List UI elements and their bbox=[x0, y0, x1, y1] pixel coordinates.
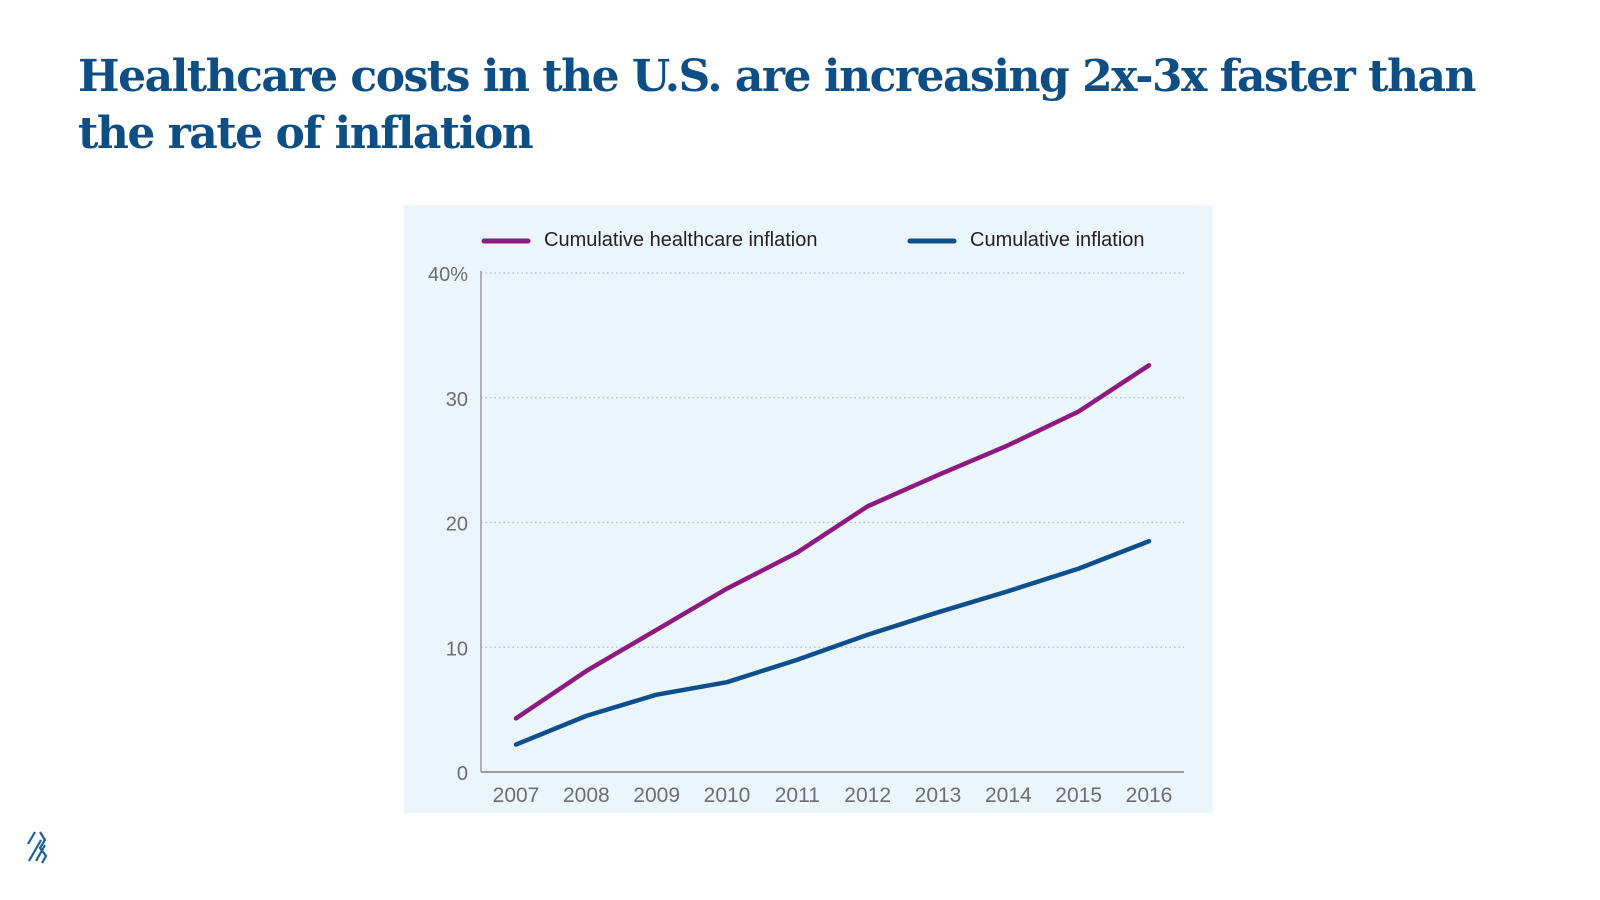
x-tick-label: 2013 bbox=[915, 784, 962, 807]
series-line-healthcare bbox=[513, 363, 1152, 721]
x-tick-label: 2015 bbox=[1055, 784, 1102, 807]
y-tick-label: 30 bbox=[446, 389, 468, 411]
x-tick-label: 2007 bbox=[493, 784, 540, 807]
line-chart: 0 10 20 30 40% 2007 2008 2009 2010 2011 2012 2013 20… bbox=[428, 229, 1184, 807]
legend-label: Cumulative inflation bbox=[970, 229, 1145, 251]
y-tick-label: 40% bbox=[428, 264, 468, 286]
x-tick-label: 2010 bbox=[704, 784, 751, 807]
y-tick-label: 20 bbox=[446, 514, 468, 536]
slide-title: Healthcare costs in the U.S. are increas… bbox=[78, 51, 1476, 159]
y-tick-label: 10 bbox=[446, 638, 468, 660]
x-tick-label: 2016 bbox=[1126, 784, 1173, 807]
y-tick-label: 0 bbox=[457, 763, 468, 785]
x-tick-label: 2009 bbox=[633, 784, 680, 807]
x-tick-label: 2014 bbox=[985, 784, 1032, 807]
x-tick-label: 2008 bbox=[563, 784, 610, 807]
legend-label: Cumulative healthcare inflation bbox=[544, 229, 818, 251]
chart-panel: 0 10 20 30 40% 2007 2008 2009 2010 2011 2012 2013 20… bbox=[404, 205, 1213, 813]
x-tick-label: 2011 bbox=[775, 784, 820, 807]
logo-icon bbox=[27, 831, 48, 864]
x-tick-label: 2012 bbox=[844, 784, 891, 807]
series-line-inflation bbox=[513, 538, 1152, 747]
